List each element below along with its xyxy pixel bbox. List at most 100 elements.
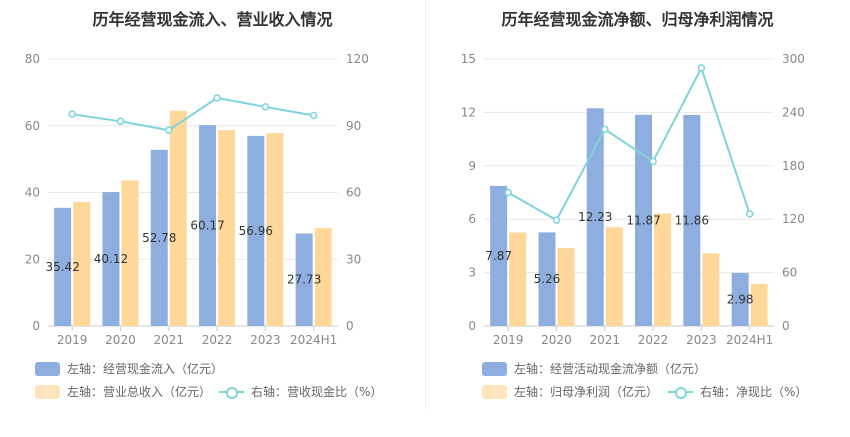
bar-revenue <box>121 180 139 326</box>
bar-cash-inflow <box>150 149 168 326</box>
y-right-tick-label: 60 <box>782 266 797 280</box>
x-tick-label: 2021 <box>589 333 620 347</box>
legend-label: 左轴：营业总收入（亿元） <box>67 385 212 399</box>
bar-revenue <box>314 228 332 326</box>
y-right-tick-label: 60 <box>346 186 361 200</box>
legend-label: 右轴：营收现金比（%） <box>251 385 383 399</box>
y-right-tick-label: 120 <box>346 52 369 66</box>
bar-cash-inflow <box>54 207 72 326</box>
y-right-tick-label: 0 <box>782 319 790 333</box>
data-label: 11.86 <box>675 213 709 227</box>
data-label: 40.12 <box>94 252 128 266</box>
y-right-tick-label: 90 <box>346 119 361 133</box>
legend-label: 左轴：归母净利润（亿元） <box>514 385 659 399</box>
y-left-tick-label: 12 <box>461 105 476 119</box>
legend-item-series2[interactable]: 左轴：归母净利润（亿元） <box>482 383 658 400</box>
data-label: 35.42 <box>45 260 79 274</box>
x-tick-label: 2022 <box>638 333 669 347</box>
legend-label: 左轴：经营活动现金流净额（亿元） <box>514 362 707 376</box>
bar-cash-inflow <box>247 135 265 326</box>
line-series-ratio <box>72 96 314 132</box>
bar-net-cashflow <box>731 272 749 326</box>
y-left-tick-label: 60 <box>25 119 40 133</box>
line-point <box>697 64 706 72</box>
bar-cash-inflow <box>199 125 217 327</box>
line-point <box>745 210 754 218</box>
x-tick-label: 2023 <box>250 333 281 347</box>
bar-revenue <box>266 133 284 326</box>
chart-plot-area: 0 0 20 30 40 60 60 90 80 120 2019 2020 2021 2022 2023 2… <box>25 52 369 347</box>
bar-net-profit <box>605 227 623 326</box>
y-left-tick-label: 0 <box>32 319 40 333</box>
y-left-tick-label: 20 <box>25 252 40 266</box>
data-label: 5.26 <box>534 272 561 286</box>
line-point <box>649 157 657 166</box>
line-point <box>165 126 173 134</box>
line-point <box>309 111 318 120</box>
y-left-tick-label: 0 <box>468 319 476 333</box>
x-tick-label: 2022 <box>202 333 233 347</box>
legend-item-series3[interactable]: 右轴：净现比（%） <box>668 383 807 400</box>
bar-net-profit <box>654 213 672 326</box>
bar-net-cashflow <box>490 185 508 326</box>
x-tick-label: 2020 <box>541 333 572 347</box>
y-left-tick-label: 6 <box>468 212 476 226</box>
y-left-tick-label: 40 <box>25 186 40 200</box>
legend-swatch <box>482 361 507 376</box>
data-label: 56.96 <box>239 224 273 238</box>
y-right-tick-label: 120 <box>782 212 805 226</box>
bar-revenue <box>218 130 236 326</box>
y-left-tick-label: 9 <box>468 159 476 173</box>
chart-panel-left: 历年经营现金流入、营业收入情况 0 0 20 30 40 60 60 90 80 120 2019 2… <box>25 10 383 400</box>
line-point <box>116 117 125 126</box>
data-label: 27.73 <box>287 273 321 287</box>
legend-swatch <box>35 361 60 376</box>
legend-label: 右轴：净现比（%） <box>700 385 808 399</box>
bar-revenue <box>169 110 187 326</box>
chart-title: 历年经营现金流入、营业收入情况 <box>92 10 333 29</box>
x-tick-label: 2019 <box>493 333 524 347</box>
legend-line-marker <box>668 385 693 399</box>
legend-item-series3[interactable]: 右轴：营收现金比（%） <box>219 383 382 400</box>
y-left-tick-label: 80 <box>25 52 40 66</box>
line-point <box>213 94 221 102</box>
legend-label: 左轴：经营现金流入（亿元） <box>67 362 224 376</box>
legend-swatch <box>35 384 60 399</box>
bar-cash-inflow <box>102 192 120 326</box>
data-label: 60.17 <box>190 219 224 233</box>
panel-divider <box>425 0 426 410</box>
x-tick-label: 2021 <box>153 333 184 347</box>
y-right-tick-label: 300 <box>782 52 805 66</box>
line-point <box>261 103 270 111</box>
data-label: 12.23 <box>578 210 612 224</box>
bar-net-profit <box>557 248 575 326</box>
legend-item-series1[interactable]: 左轴：经营活动现金流净额（亿元） <box>482 360 706 377</box>
y-right-tick-label: 30 <box>346 252 361 266</box>
chart-panel-right: 历年经营现金流净额、归母净利润情况 0 0 3 60 6 120 9 180 12 240 15 30… <box>425 0 850 437</box>
bar-net-cashflow <box>538 232 556 326</box>
y-left-tick-label: 15 <box>461 52 476 66</box>
bar-net-profit <box>750 283 768 326</box>
data-label: 2.98 <box>727 292 754 306</box>
line-point <box>552 216 561 224</box>
bar-cash-inflow <box>295 233 313 326</box>
x-tick-label: 2020 <box>105 333 136 347</box>
data-label: 11.87 <box>626 213 660 227</box>
line-point <box>68 110 76 118</box>
x-tick-label: 2024H1 <box>290 333 337 347</box>
y-right-tick-label: 180 <box>782 159 805 173</box>
legend-item-series1[interactable]: 左轴：经营现金流入（亿元） <box>35 360 223 377</box>
y-left-tick-label: 3 <box>468 266 476 280</box>
legend-swatch <box>482 384 507 399</box>
data-label: 7.87 <box>485 249 512 263</box>
legend-line-marker <box>219 385 244 399</box>
data-label: 52.78 <box>142 231 176 245</box>
chart-title: 历年经营现金流净额、归母净利润情况 <box>501 10 774 29</box>
x-tick-label: 2019 <box>57 333 88 347</box>
legend-item-series2[interactable]: 左轴：营业总收入（亿元） <box>35 383 211 400</box>
bar-net-cashflow <box>683 114 701 326</box>
x-tick-label: 2023 <box>686 333 717 347</box>
y-right-tick-label: 0 <box>346 319 354 333</box>
bar-net-cashflow <box>635 114 653 327</box>
bar-net-cashflow <box>586 108 604 326</box>
